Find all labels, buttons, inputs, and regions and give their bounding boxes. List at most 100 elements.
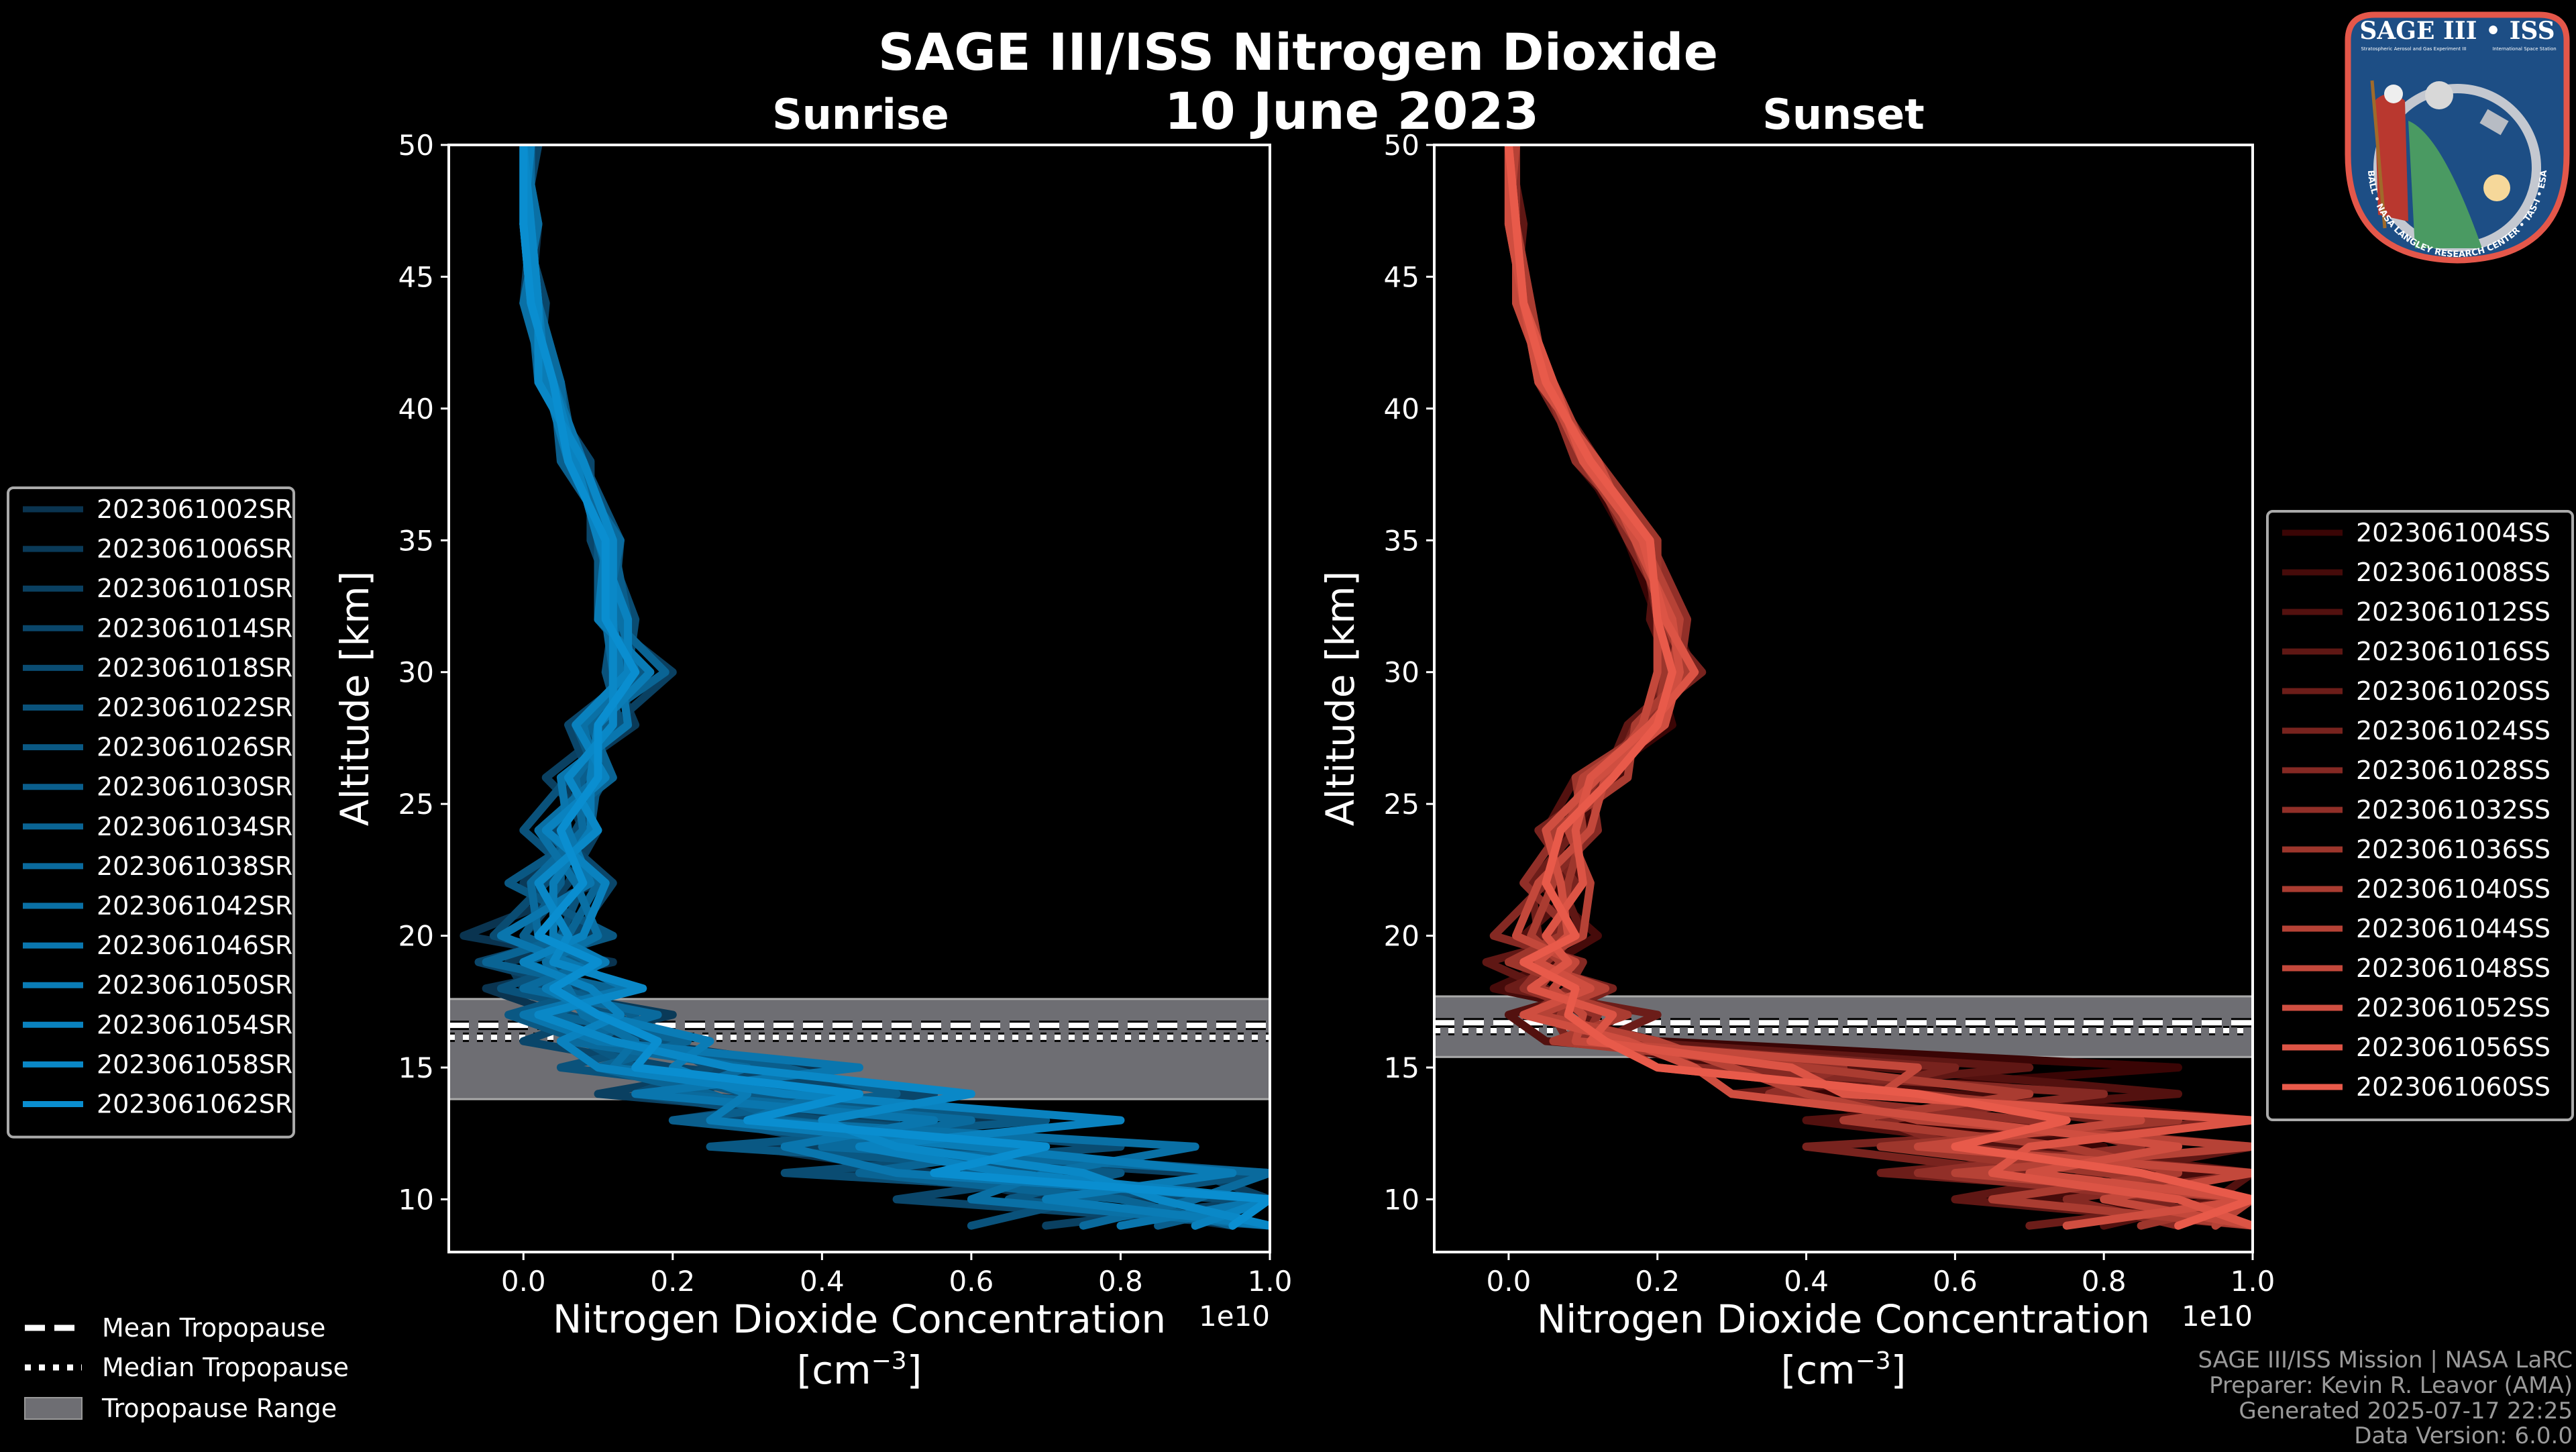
legend-entry: 2023061026SR <box>97 733 292 762</box>
axes-frame <box>1433 144 2254 1253</box>
legend-entry: 2023061028SS <box>2356 756 2551 785</box>
units-base: [cm <box>797 1347 871 1393</box>
legend-entry: 2023061062SR <box>97 1090 292 1119</box>
x-tick-label: 0.4 <box>1784 1265 1829 1298</box>
sunrise-panel: Sunrise 10 15 20 25 30 35 40 45 50 0.0 0.2 0.4 0.6 0.8… <box>7 90 1293 1393</box>
legend-entry: 2023061006SR <box>97 534 292 564</box>
legend-entry: 2023061010SR <box>97 574 292 603</box>
plot-area <box>1434 145 2253 1230</box>
units-base: [cm <box>1781 1347 1856 1393</box>
axes-frame <box>447 144 1271 1253</box>
y-tick-label: 25 <box>1384 788 1419 821</box>
legend-entry: 2023061022SR <box>97 693 292 723</box>
profile-line-2023061060SS <box>1504 145 2253 1230</box>
x-tick-label: 0.0 <box>501 1265 546 1298</box>
legend-entry: 2023061002SR <box>97 495 292 524</box>
legend-entry: 2023061018SR <box>97 653 292 682</box>
legend-entry: 2023061038SR <box>97 851 292 881</box>
y-tick-label: 10 <box>398 1183 434 1216</box>
x-tick-label: 0.8 <box>1098 1265 1143 1298</box>
plot-area <box>449 145 1270 1230</box>
median-tropopause-label: Median Tropopause <box>102 1353 349 1382</box>
legend-entry: 2023061034SR <box>97 812 292 841</box>
mean-tropopause-label: Mean Tropopause <box>102 1313 325 1343</box>
units-close: ] <box>1891 1347 1907 1393</box>
x-axis-units: [cm−3] <box>1781 1347 1907 1393</box>
y-tick-label: 15 <box>1384 1051 1419 1084</box>
figure-title: SAGE III/ISS Nitrogen Dioxide <box>878 22 1718 82</box>
legend-entry: 2023061052SS <box>2356 993 2551 1023</box>
logo-subtitle-left: Stratospheric Aerosol and Gas Experiment… <box>2361 46 2466 52</box>
profile-line-2023061062SR <box>519 145 1270 1230</box>
sage-iii-iss-mission-logo: SAGE III • ISS Stratospheric Aerosol and… <box>2345 11 2570 264</box>
y-tick-label: 50 <box>1384 129 1419 162</box>
panel-title: Sunset <box>1762 90 1925 139</box>
legend-entry: 2023061056SS <box>2356 1033 2551 1062</box>
y-axis-label: Altitude [km] <box>1318 571 1363 826</box>
legend-entry: 2023061048SS <box>2356 953 2551 983</box>
legend-entry: 2023061042SR <box>97 891 292 921</box>
legend-entry: 2023061058SR <box>97 1049 292 1079</box>
y-tick-label: 45 <box>1384 260 1419 293</box>
logo-title: SAGE III • ISS <box>2359 17 2555 45</box>
y-axis-label: Altitude [km] <box>332 571 378 826</box>
y-tick-label: 35 <box>1384 524 1419 557</box>
legend-entry: 2023061046SR <box>97 931 292 960</box>
tropopause-range-swatch <box>24 1397 83 1420</box>
legend-entry: 2023061060SS <box>2356 1072 2551 1102</box>
legend-entry: 2023061008SS <box>2356 558 2551 587</box>
footer-credits: SAGE III/ISS Mission | NASA LaRC Prepare… <box>2198 1347 2573 1449</box>
y-tick-label: 20 <box>398 920 434 953</box>
x-tick-label: 0.8 <box>2082 1265 2127 1298</box>
x-tick-label: 0.0 <box>1487 1265 1532 1298</box>
sunrise-legend: 2023061002SR 2023061006SR 2023061010SR 2023… <box>7 486 295 1139</box>
y-tick-label: 30 <box>1384 656 1419 689</box>
legend-entry: 2023061032SS <box>2356 795 2551 825</box>
y-tick-label: 20 <box>1384 920 1419 953</box>
legend-entry: 2023061024SS <box>2356 716 2551 745</box>
x-tick-label: 0.6 <box>949 1265 994 1298</box>
x-tick-label: 0.2 <box>650 1265 695 1298</box>
legend-entry: 2023061012SS <box>2356 597 2551 627</box>
legend-entry: 2023061014SR <box>97 613 292 643</box>
footer-generated: Generated 2025-07-17 22:25 <box>2239 1398 2573 1424</box>
x-scale-label: 1e10 <box>2182 1300 2253 1333</box>
x-axis-label: Nitrogen Dioxide Concentration <box>553 1296 1166 1342</box>
tropopause-range-label: Tropopause Range <box>101 1394 337 1423</box>
sunset-legend: 2023061004SS 2023061008SS 2023061012SS 2023… <box>2266 510 2574 1121</box>
y-tick-label: 40 <box>398 393 434 425</box>
y-tick-label: 25 <box>398 788 434 821</box>
legend-box <box>7 486 295 1139</box>
legend-entry: 2023061016SS <box>2356 637 2551 666</box>
y-tick-label: 40 <box>1384 393 1419 425</box>
footer-mission: SAGE III/ISS Mission | NASA LaRC <box>2198 1347 2573 1373</box>
y-tick-label: 35 <box>398 524 434 557</box>
units-close: ] <box>907 1347 922 1393</box>
footer-preparer: Preparer: Kevin R. Leavor (AMA) <box>2209 1372 2573 1399</box>
panel-title: Sunrise <box>772 90 949 139</box>
sunset-panel: Sunset 10 15 20 25 30 35 40 45 50 0.0 0.2 0.4 0.6 0.8 1… <box>1318 90 2574 1393</box>
x-scale-label: 1e10 <box>1199 1300 1270 1333</box>
footer-version: Data Version: 6.0.0 <box>2354 1422 2573 1449</box>
y-tick-label: 10 <box>1384 1183 1419 1216</box>
x-tick-label: 1.0 <box>1248 1265 1293 1298</box>
x-axis-label: Nitrogen Dioxide Concentration <box>1537 1296 2150 1342</box>
legend-entry: 2023061004SS <box>2356 518 2551 548</box>
logo-subtitle-right: International Space Station <box>2492 46 2556 52</box>
legend-entry: 2023061054SR <box>97 1010 292 1039</box>
units-exponent: −3 <box>1856 1347 1891 1375</box>
legend-entry: 2023061040SS <box>2356 874 2551 904</box>
legend-entry: 2023061036SS <box>2356 835 2551 864</box>
figure-date: 10 June 2023 <box>1165 81 1539 141</box>
y-tick-label: 50 <box>398 129 434 162</box>
legend-entry: 2023061044SS <box>2356 914 2551 943</box>
x-tick-label: 0.2 <box>1635 1265 1680 1298</box>
legend-entry: 2023061020SS <box>2356 676 2551 706</box>
units-exponent: −3 <box>871 1347 907 1375</box>
x-axis-units: [cm−3] <box>797 1347 922 1393</box>
legend-entry: 2023061030SR <box>97 772 292 802</box>
x-tick-label: 1.0 <box>2231 1265 2275 1298</box>
tropopause-legend: Mean Tropopause Median Tropopause Tropop… <box>24 1313 349 1423</box>
y-tick-label: 15 <box>398 1051 434 1084</box>
